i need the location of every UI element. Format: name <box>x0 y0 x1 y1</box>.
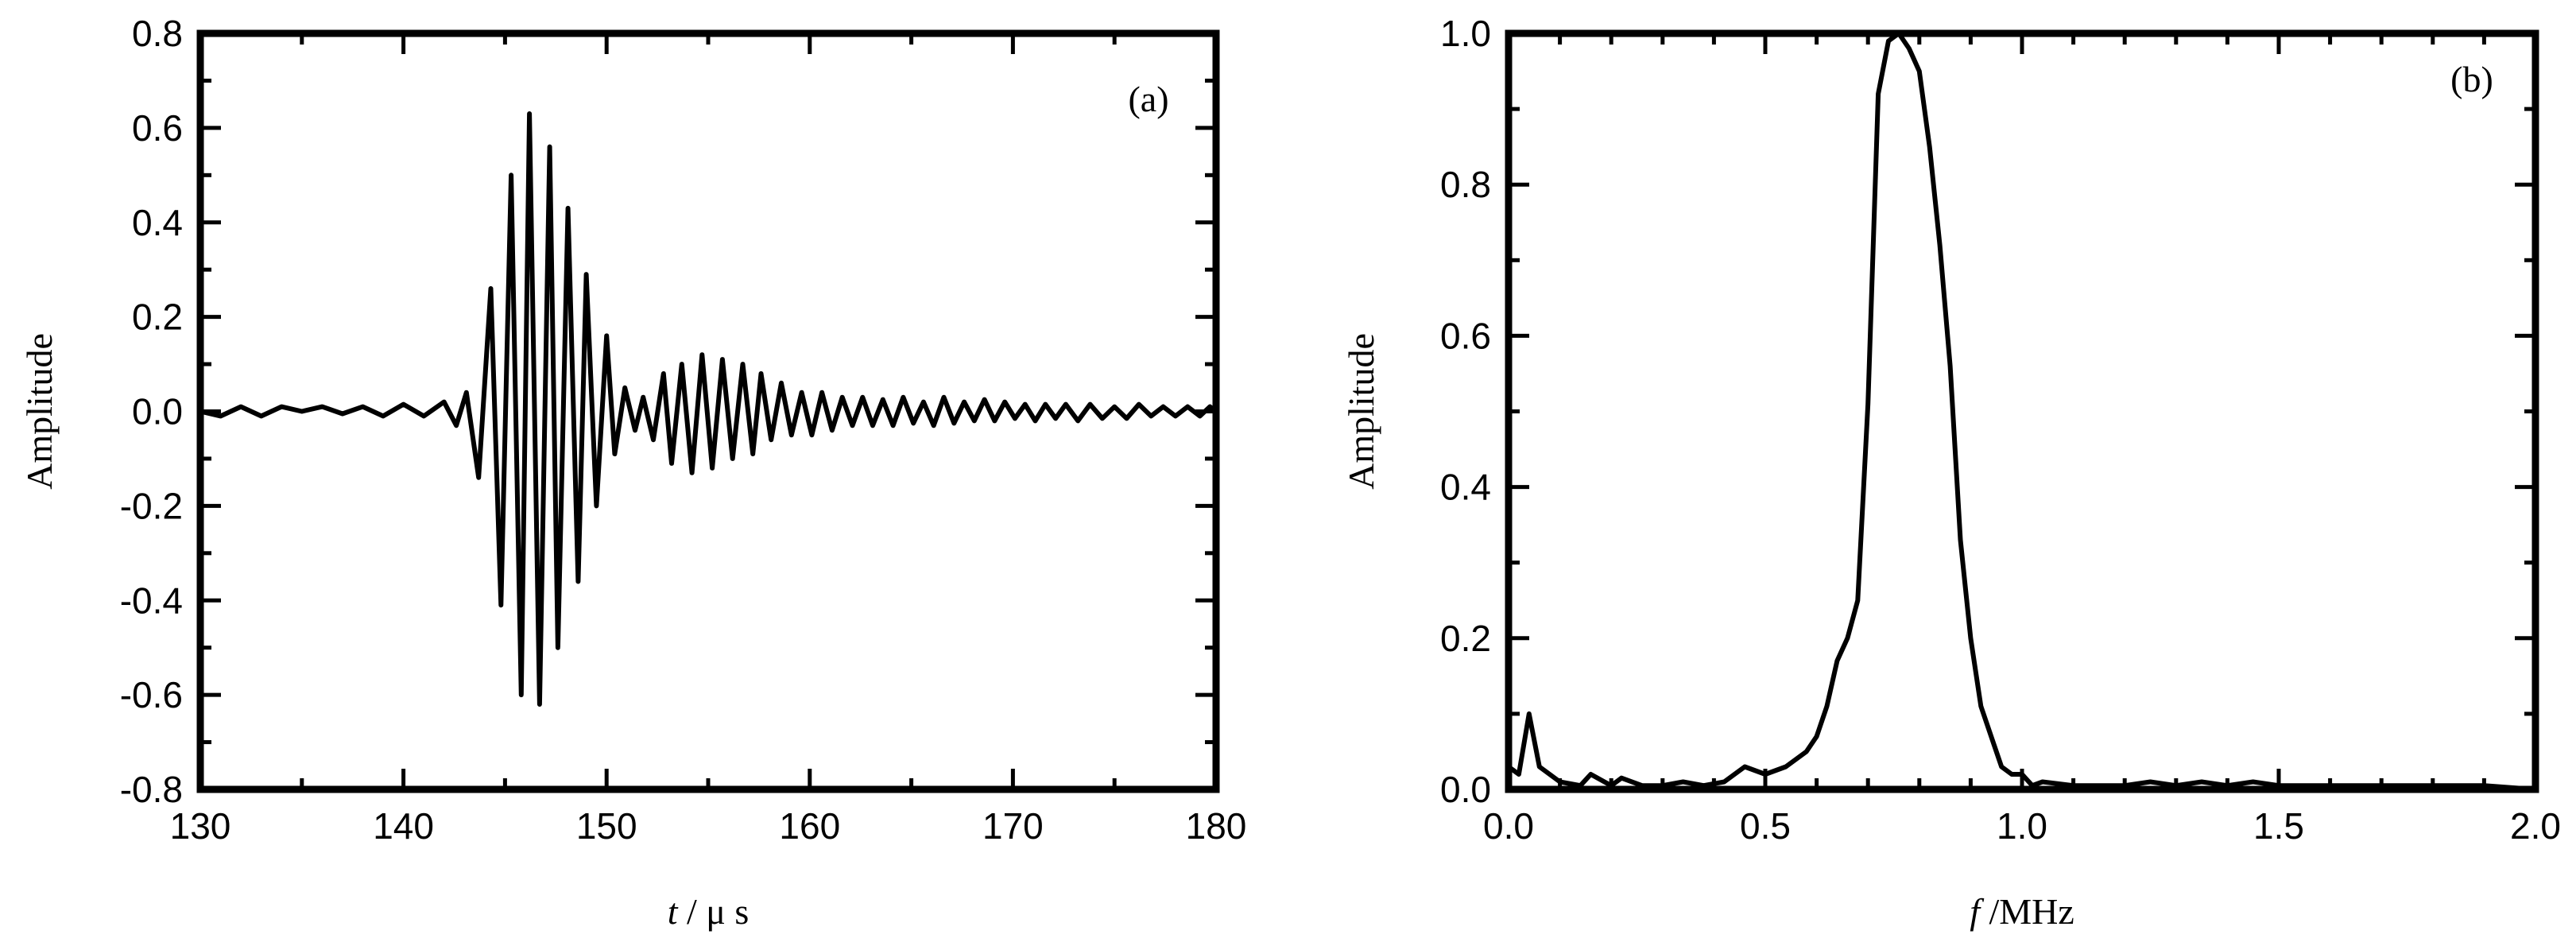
y-tick-label: 1.0 <box>1440 13 1491 54</box>
series-line <box>1506 31 2538 792</box>
x-tick-label: 150 <box>576 805 637 847</box>
panel-a: 130 140 150 160 170 180 -0.8 -0.6 -0.4 -0.2 0.0 0.2… <box>19 13 1246 932</box>
x-tick-label: 0.0 <box>1483 805 1534 847</box>
y-tick-label: -0.6 <box>120 674 183 715</box>
x-axis-title: f /MHz <box>1970 891 2074 932</box>
x-axis-title-unit: / μ s <box>677 891 749 932</box>
y-tick-label: 0.2 <box>1440 618 1491 659</box>
x-axis-title-variable: t <box>668 891 679 932</box>
x-tick-label: 2.0 <box>2510 805 2561 847</box>
panel-label: (a) <box>1128 79 1168 119</box>
y-tick-label: 0.0 <box>1440 769 1491 810</box>
x-tick-label: 1.0 <box>1997 805 2047 847</box>
y-tick-label: 0.4 <box>132 202 183 243</box>
y-tick-label: -0.2 <box>120 485 183 526</box>
plot-frame <box>1505 29 2539 793</box>
x-tick-label: 0.5 <box>1740 805 1791 847</box>
y-tick-label: 0.6 <box>132 107 183 149</box>
series-line <box>198 111 1218 707</box>
y-tick-label: 0.4 <box>1440 467 1491 508</box>
x-tick-label: 1.5 <box>2253 805 2304 847</box>
y-tick-label: 0.8 <box>1440 164 1491 205</box>
x-tick-label: 160 <box>779 805 840 847</box>
x-axis-title-unit: /MHz <box>1980 891 2074 932</box>
x-tick-label: 140 <box>373 805 434 847</box>
y-axis-title: Amplitude <box>1341 333 1381 490</box>
panel-b: 0.0 0.5 1.0 1.5 2.0 0.0 0.2 0.4 0.6 0.8 1.0 (b) Ampl… <box>1341 13 2561 932</box>
y-axis-title: Amplitude <box>19 333 60 490</box>
y-tick-label: 0.6 <box>1440 315 1491 356</box>
x-tick-label: 130 <box>170 805 231 847</box>
panel-label: (b) <box>2450 59 2493 99</box>
x-axis-title: t / μ s <box>668 891 750 932</box>
y-tick-label: 0.2 <box>132 297 183 338</box>
y-tick-label: 0.0 <box>132 391 183 432</box>
y-tick-label: -0.8 <box>120 769 183 810</box>
x-tick-label: 170 <box>982 805 1044 847</box>
y-tick-label: 0.8 <box>132 13 183 54</box>
y-tick-label: -0.4 <box>120 580 183 621</box>
x-tick-label: 180 <box>1186 805 1247 847</box>
